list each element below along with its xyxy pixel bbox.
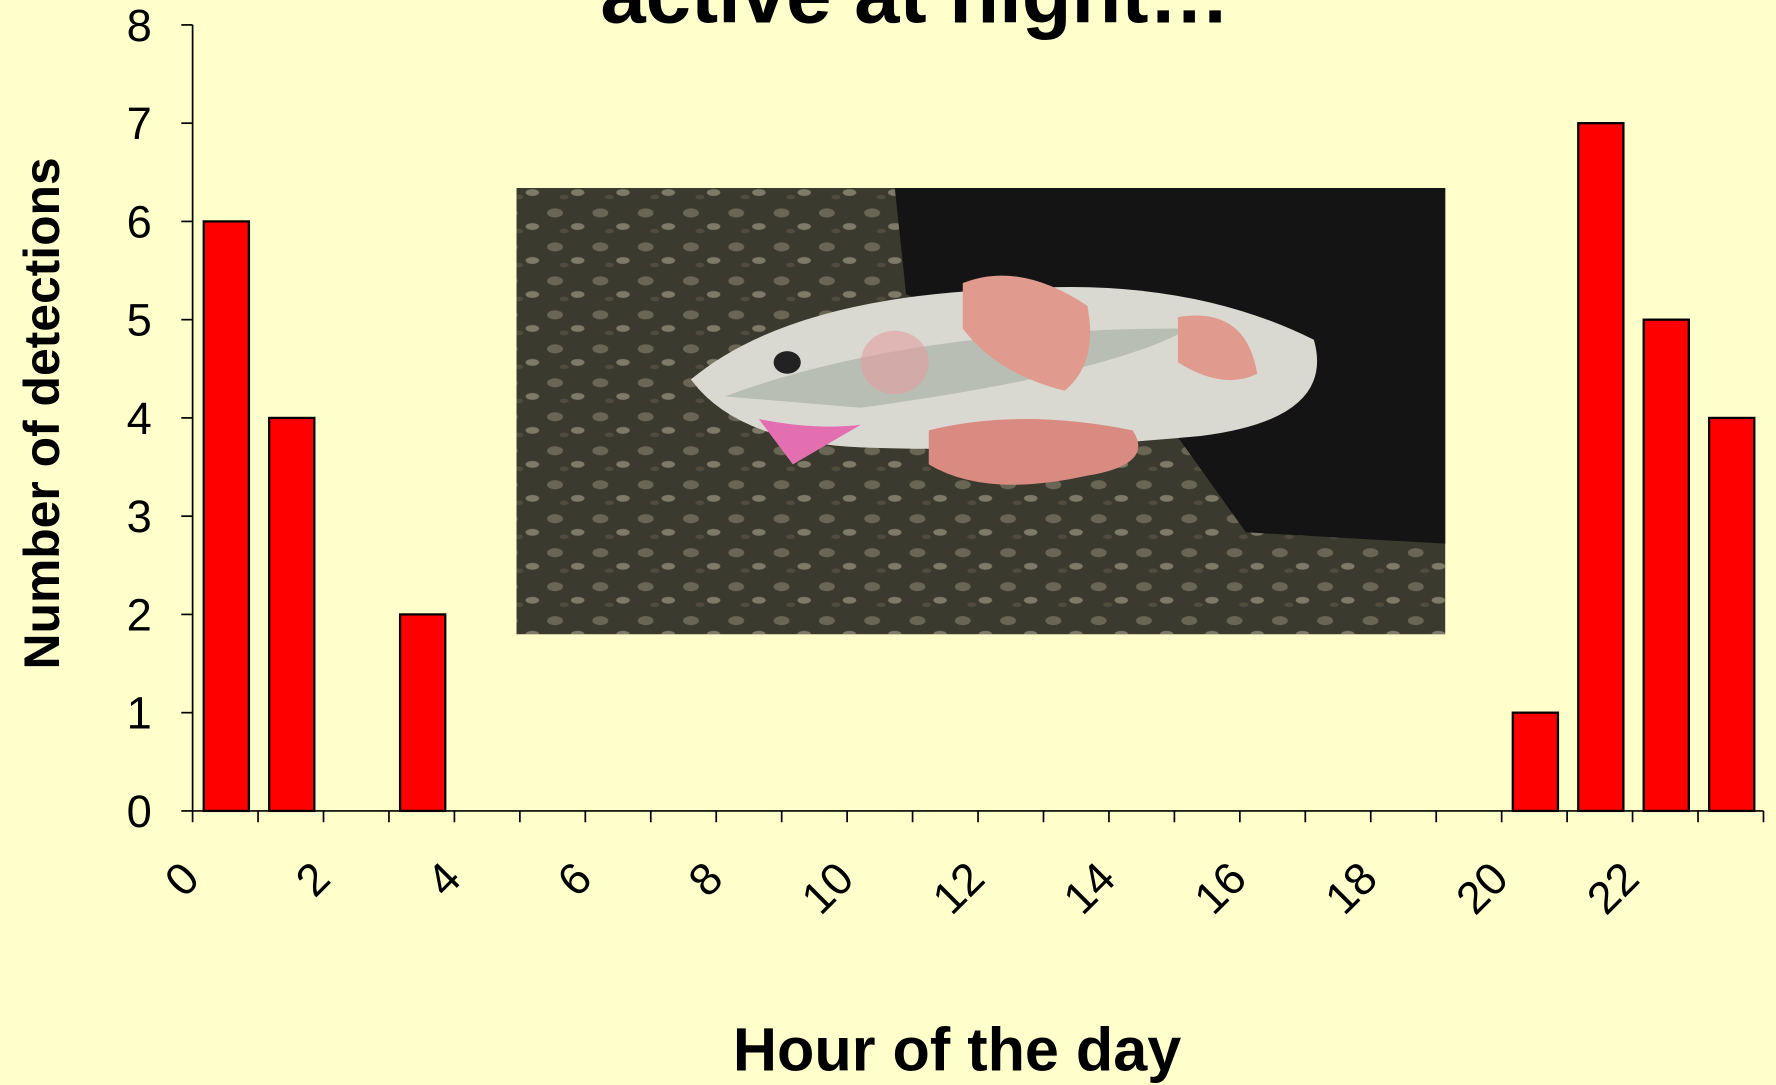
bar <box>202 220 251 813</box>
bar <box>1577 122 1625 813</box>
y-tick-label: 5 <box>127 295 152 346</box>
y-tick-label: 8 <box>127 0 152 51</box>
y-tick-label: 4 <box>127 393 152 444</box>
y-axis-label: Number of detections <box>14 157 70 669</box>
bar <box>268 416 316 813</box>
y-tick-label: 3 <box>127 491 152 542</box>
y-tick-label: 7 <box>127 98 152 149</box>
bar <box>1708 416 1756 813</box>
x-axis-label: Hour of the day <box>733 1015 1181 1083</box>
photo <box>516 188 1446 635</box>
chart-title: active at night… <box>600 0 1230 41</box>
y-tick-label: 2 <box>127 589 152 640</box>
y-tick-label: 6 <box>127 196 152 247</box>
bar <box>1642 318 1690 813</box>
bar <box>398 613 447 813</box>
bar <box>1511 711 1560 813</box>
y-tick-label: 0 <box>127 786 152 837</box>
y-tick-label: 1 <box>127 688 152 739</box>
